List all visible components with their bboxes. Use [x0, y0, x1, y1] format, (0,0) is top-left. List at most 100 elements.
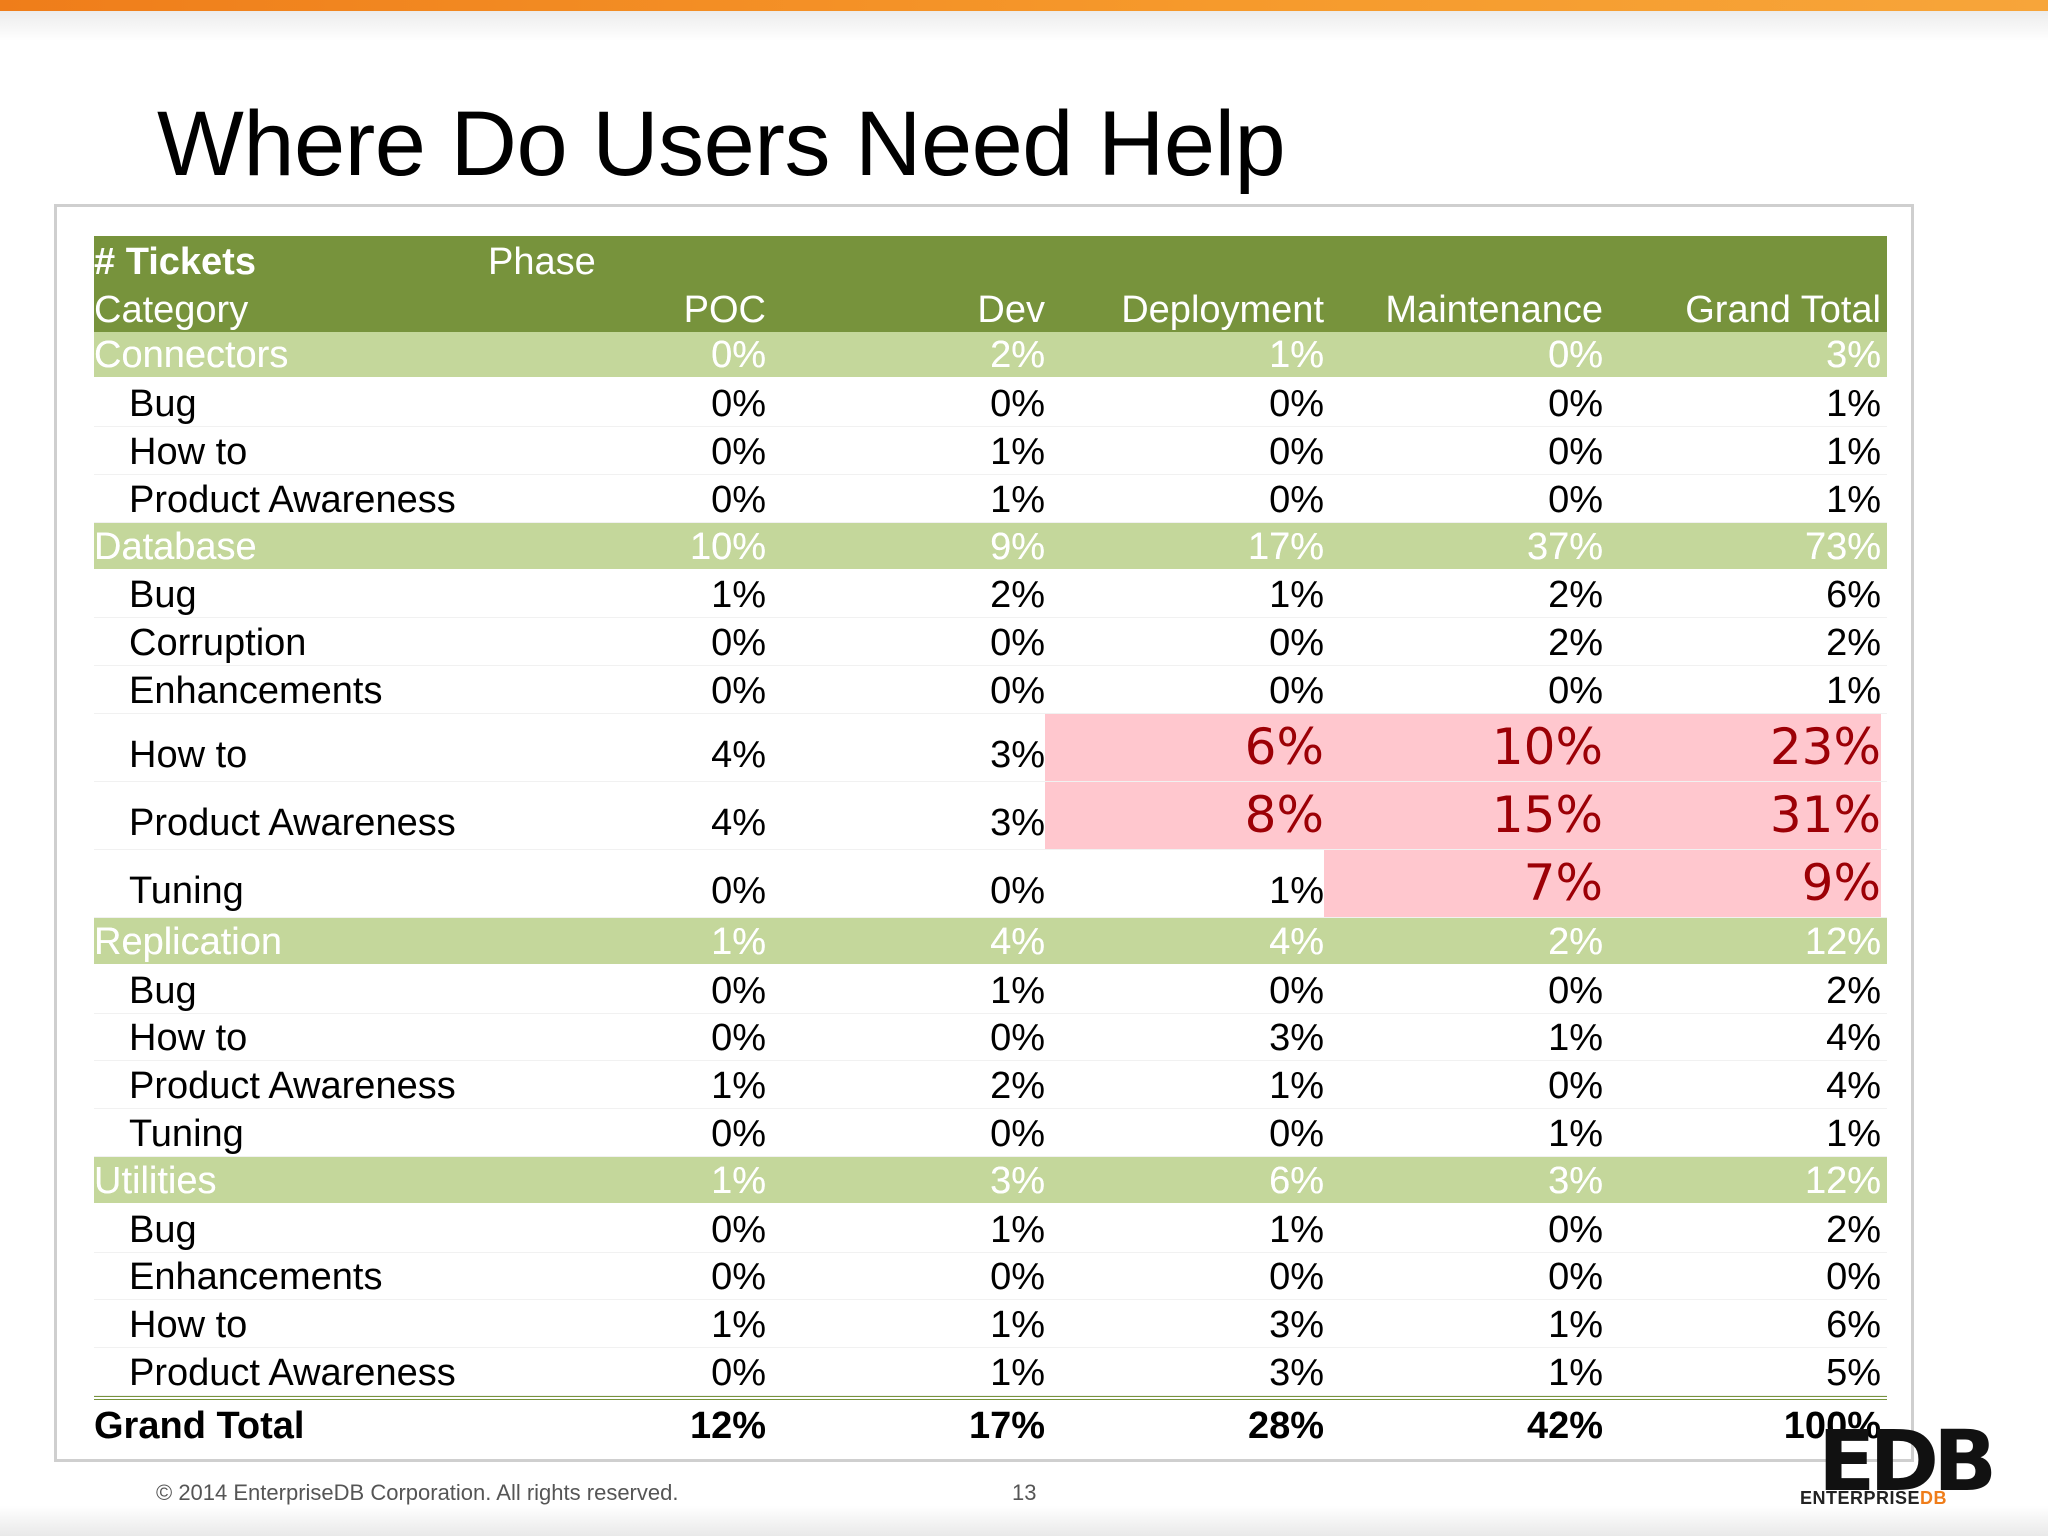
cell-grand-total: 0%: [1826, 1256, 1881, 1299]
cell-maintenance-highlighted: 15%: [1324, 781, 1603, 849]
cell-dev: 1%: [990, 430, 1045, 473]
table-header-row-2: Category POC Dev Deployment Maintenance …: [94, 283, 1887, 332]
row-label: Bug: [129, 574, 197, 617]
cell-poc: 1%: [711, 1065, 766, 1108]
cell-deployment: 28%: [1247, 1404, 1324, 1447]
cell-grand-total-highlighted: 23%: [1603, 713, 1881, 781]
row-label: Database: [94, 525, 257, 568]
cell-dev: 2%: [990, 574, 1045, 617]
table-row: How to 0% 1% 0% 0% 1%: [94, 427, 1887, 475]
cell-maintenance: 0%: [1548, 383, 1603, 426]
cell-dev: 9%: [990, 525, 1045, 568]
cell-dev: 0%: [990, 1256, 1045, 1299]
cell-dev: 3%: [990, 1159, 1045, 1202]
cell-dev: 0%: [990, 1017, 1045, 1060]
table-row: How to 1% 1% 3% 1% 6%: [94, 1300, 1887, 1349]
cell-grand-total: 1%: [1826, 430, 1881, 473]
cell-deployment: 3%: [1269, 1017, 1324, 1060]
cell-deployment-highlighted: 8%: [1045, 781, 1324, 849]
cell-deployment: 3%: [1269, 1351, 1324, 1394]
cell-poc: 0%: [711, 1017, 766, 1060]
slide-title: Where Do Users Need Help: [157, 93, 1286, 195]
cell-grand-total: 12%: [1804, 920, 1881, 963]
cell-poc: 12%: [689, 1404, 766, 1447]
row-label: Product Awareness: [129, 801, 456, 844]
cell-grand-total: 4%: [1826, 1065, 1881, 1108]
table-row: Tuning 0% 0% 0% 1% 1%: [94, 1109, 1887, 1157]
cell-poc: 0%: [711, 669, 766, 712]
cell-poc: 0%: [711, 869, 766, 912]
cell-maintenance: 0%: [1548, 969, 1603, 1012]
cell-dev: 2%: [990, 1065, 1045, 1108]
table-row: How to 4% 3% 6% 10% 23%: [94, 713, 1887, 782]
cell-deployment: 1%: [1269, 869, 1324, 912]
cell-maintenance: 0%: [1548, 334, 1603, 377]
cell-dev: 3%: [990, 801, 1045, 844]
row-label: Bug: [129, 969, 197, 1012]
cell-deployment: 4%: [1269, 920, 1324, 963]
table-header-row-1: # Tickets Phase: [94, 236, 1887, 284]
row-label: Bug: [129, 383, 197, 426]
bottom-shade: [0, 1506, 2048, 1536]
row-label: Grand Total: [94, 1404, 305, 1447]
cell-poc: 1%: [711, 574, 766, 617]
column-header-poc: POC: [683, 288, 766, 331]
row-label: How to: [129, 1017, 248, 1060]
cell-poc: 10%: [689, 525, 766, 568]
cell-poc: 1%: [711, 920, 766, 963]
logo-word-enterprise: ENTERPRISE: [1800, 1488, 1921, 1508]
row-label: Tuning: [129, 1112, 244, 1155]
cell-deployment: 1%: [1269, 574, 1324, 617]
cell-grand-total: 73%: [1804, 525, 1881, 568]
cell-grand-total: 3%: [1826, 334, 1881, 377]
cell-dev: 1%: [990, 478, 1045, 521]
cell-grand-total: 5%: [1826, 1351, 1881, 1394]
cell-poc: 0%: [711, 1112, 766, 1155]
cell-dev: 0%: [990, 669, 1045, 712]
cell-deployment: 1%: [1269, 1065, 1324, 1108]
cell-poc: 4%: [711, 801, 766, 844]
cell-deployment: 0%: [1269, 478, 1324, 521]
cell-poc: 0%: [711, 334, 766, 377]
cell-deployment: 0%: [1269, 669, 1324, 712]
row-label: Replication: [94, 920, 282, 963]
cell-dev: 1%: [990, 1304, 1045, 1347]
group-row-utilities: Utilities 1% 3% 6% 3% 12%: [94, 1156, 1887, 1205]
cell-grand-total: 12%: [1804, 1159, 1881, 1202]
cell-dev: 0%: [990, 869, 1045, 912]
cell-grand-total: 4%: [1826, 1017, 1881, 1060]
cell-maintenance: 0%: [1548, 1065, 1603, 1108]
cell-maintenance-highlighted: 7%: [1324, 849, 1603, 917]
table-row: Enhancements 0% 0% 0% 0% 1%: [94, 666, 1887, 714]
cell-poc: 0%: [711, 1351, 766, 1394]
cell-grand-total: 2%: [1826, 969, 1881, 1012]
cell-grand-total-highlighted: 31%: [1603, 781, 1881, 849]
cell-poc: 1%: [711, 1304, 766, 1347]
table-row: Tuning 0% 0% 1% 7% 9%: [94, 849, 1887, 918]
table-row: Bug 1% 2% 1% 2% 6%: [94, 571, 1887, 619]
table-row: Product Awareness 0% 1% 0% 0% 1%: [94, 475, 1887, 523]
row-label: Enhancements: [129, 669, 383, 712]
cell-grand-total: 1%: [1826, 478, 1881, 521]
group-row-connectors: Connectors 0% 2% 1% 0% 3%: [94, 331, 1887, 380]
column-header-dev: Dev: [977, 288, 1045, 331]
tickets-label: # Tickets: [94, 240, 256, 283]
row-label: How to: [129, 430, 248, 473]
phase-label: Phase: [488, 240, 596, 283]
cell-deployment: 3%: [1269, 1304, 1324, 1347]
row-label: Connectors: [94, 334, 289, 377]
logo-mark: EDB: [1818, 1412, 1997, 1510]
cell-maintenance: 0%: [1548, 1256, 1603, 1299]
cell-poc: 0%: [711, 383, 766, 426]
column-header-grand-total: Grand Total: [1685, 288, 1881, 331]
table-row: Product Awareness 1% 2% 1% 0% 4%: [94, 1061, 1887, 1110]
copyright-notice: © 2014 EnterpriseDB Corporation. All rig…: [156, 1480, 679, 1505]
cell-dev: 17%: [968, 1404, 1045, 1447]
cell-dev: 1%: [990, 1208, 1045, 1251]
cell-maintenance: 1%: [1548, 1112, 1603, 1155]
cell-dev: 1%: [990, 1351, 1045, 1394]
table-row: Enhancements 0% 0% 0% 0% 0%: [94, 1253, 1887, 1301]
cell-deployment: 1%: [1269, 1208, 1324, 1251]
table-row: How to 0% 0% 3% 1% 4%: [94, 1014, 1887, 1062]
cell-deployment: 0%: [1269, 622, 1324, 665]
